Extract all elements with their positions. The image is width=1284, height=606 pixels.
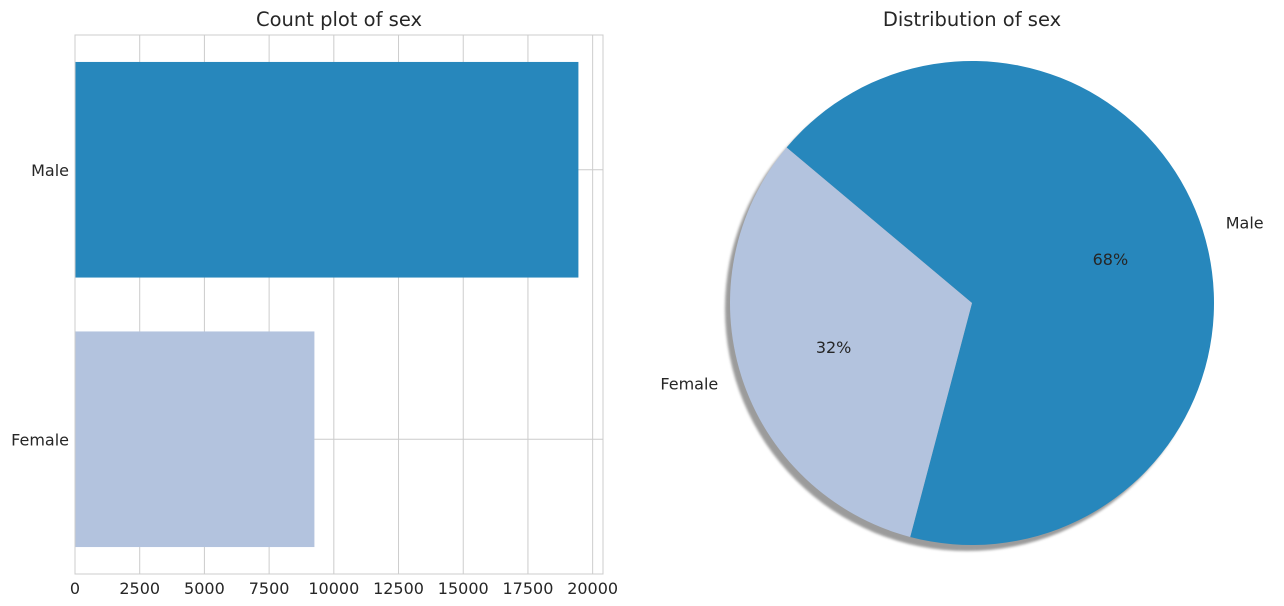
pie-pct-label-female: 32% xyxy=(816,338,852,357)
pie-label-male: Male xyxy=(1226,214,1264,233)
pie-slice-female xyxy=(730,147,972,537)
pie-slice-male xyxy=(786,60,1214,545)
x-tick-label: 15000 xyxy=(438,579,489,598)
x-tick-label: 2500 xyxy=(119,579,160,598)
x-tick-label: 12500 xyxy=(373,579,424,598)
pie-slices xyxy=(730,60,1214,545)
x-tick-label: 5000 xyxy=(184,579,225,598)
x-tick-label: 7500 xyxy=(249,579,290,598)
x-tick-label: 0 xyxy=(70,579,80,598)
bar-x-tick-labels: 0 2500 5000 7500 10000 12500 15000 17500 20000 xyxy=(70,579,618,598)
pie-chart-panel: Distribution of sex Male 68% Female 32% xyxy=(660,8,1264,551)
bar-y-tick-labels: Male Female xyxy=(11,161,69,450)
count-plot-title: Count plot of sex xyxy=(256,8,422,31)
x-tick-label: 17500 xyxy=(502,579,553,598)
count-plot-panel: Count plot of sex 0 2500 5000 7500 10000 1250… xyxy=(11,8,618,598)
bar-male xyxy=(75,61,579,278)
pie-chart-title: Distribution of sex xyxy=(883,8,1061,31)
y-tick-label-male: Male xyxy=(31,161,69,180)
bar-female xyxy=(75,331,315,548)
bar-axes-frame xyxy=(74,34,604,575)
pie-labels: Male 68% Female 32% xyxy=(660,214,1263,394)
y-tick-label-female: Female xyxy=(11,430,69,449)
pie-label-female: Female xyxy=(660,374,718,393)
bar-bars xyxy=(75,61,579,548)
x-tick-label: 20000 xyxy=(567,579,618,598)
x-tick-label: 10000 xyxy=(308,579,359,598)
pie-pct-label-male: 68% xyxy=(1093,250,1129,269)
